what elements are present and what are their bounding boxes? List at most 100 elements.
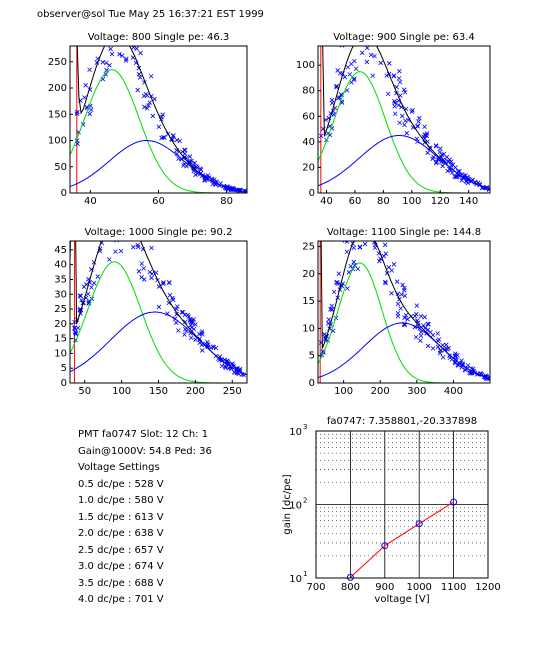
y-tick-label: 25 [302,241,315,252]
data-marker [331,289,337,295]
fit-total-curve [70,46,247,193]
data-marker [418,313,424,319]
data-marker [342,74,348,80]
data-marker [401,288,407,293]
data-marker [101,11,105,15]
data-marker [414,303,420,308]
y-axis-label: gain [dc/pe] [282,474,293,534]
data-marker [349,61,354,67]
data-marker [141,277,147,282]
data-marker [435,331,441,336]
data-marker [395,301,401,307]
data-marker [425,343,431,349]
fit-1pe-curve [70,69,247,193]
y-tick-exponent: 1 [303,570,307,578]
data-marker [347,72,353,77]
x-tick-label: 200 [371,386,390,397]
data-marker [334,84,339,90]
y-tick-label: 30 [54,289,67,300]
data-marker [177,138,183,144]
data-marker [182,147,188,153]
data-marker [364,46,370,51]
data-marker [377,258,382,264]
data-marker [149,271,155,277]
data-marker [135,211,139,215]
x-tick-label: 100 [112,386,131,397]
y-tick-label: 80 [302,86,315,97]
data-marker [434,159,439,165]
data-marker [182,154,188,160]
data-marker [127,5,131,9]
data-marker [205,344,211,350]
data-marker [392,111,398,117]
y-tick-label: 45 [54,245,67,256]
data-marker [467,371,473,376]
data-marker [353,26,357,30]
data-marker [368,52,374,58]
data-marker [438,348,443,353]
data-marker [180,309,186,315]
data-marker [104,67,109,73]
data-marker [445,168,450,174]
data-marker [109,172,113,176]
data-marker [136,71,142,77]
data-marker [135,242,140,248]
data-marker [156,304,162,310]
data-marker [113,249,118,254]
x-tick-label: 100 [402,196,421,207]
data-marker [156,124,162,130]
data-marker [352,262,358,268]
setting-3: 2.0 dc/pe : 638 V [78,528,164,539]
data-marker [362,241,368,247]
data-marker [182,151,188,156]
data-marker [396,102,401,108]
setting-6: 3.5 dc/pe : 688 V [78,577,164,589]
data-marker [114,241,119,243]
data-marker [372,241,377,245]
x-tick-label: 1000 [406,582,431,593]
panel-title: Voltage: 1000 Single pe: 90.2 [85,227,233,238]
data-marker [83,83,88,88]
data-marker [91,280,97,286]
data-marker [365,14,369,18]
data-marker [112,178,116,182]
data-marker [200,348,205,353]
data-marker [418,333,424,339]
data-marker [182,319,188,325]
data-marker [174,151,180,157]
data-marker [353,208,357,212]
axes-frame [317,45,491,194]
data-marker [143,212,147,216]
data-marker [130,244,136,250]
data-marker [198,167,204,172]
x-tick-label: 150 [149,386,168,397]
data-marker [97,218,101,222]
data-marker [117,51,122,57]
pmt-id-line: PMT fa0747 Slot: 12 Ch: 1 [78,429,209,440]
data-marker [109,15,113,19]
data-marker [128,198,132,202]
y-tick-label: 10 [289,574,302,585]
fit-2pe-curve [70,311,247,376]
data-marker [469,178,474,183]
x-tick-label: 700 [306,582,325,593]
data-marker [433,160,439,166]
data-marker [119,206,123,210]
data-marker [161,135,166,140]
x-tick-label: 900 [375,582,394,593]
y-tick-label: 0 [309,188,315,199]
data-marker [383,280,388,286]
data-marker [351,245,357,251]
data-marker [404,130,410,136]
y-tick-label: 100 [296,60,315,71]
y-tick-label: 100 [48,136,67,147]
data-marker [392,104,397,109]
data-marker [123,58,129,63]
y-tick-label: 10 [302,323,315,334]
data-marker [137,75,143,80]
x-tick-label: 60 [349,196,362,207]
y-tick-label: 10 [289,427,302,438]
y-tick-label: 20 [302,162,315,173]
data-marker [73,331,79,336]
data-marker [397,79,403,85]
